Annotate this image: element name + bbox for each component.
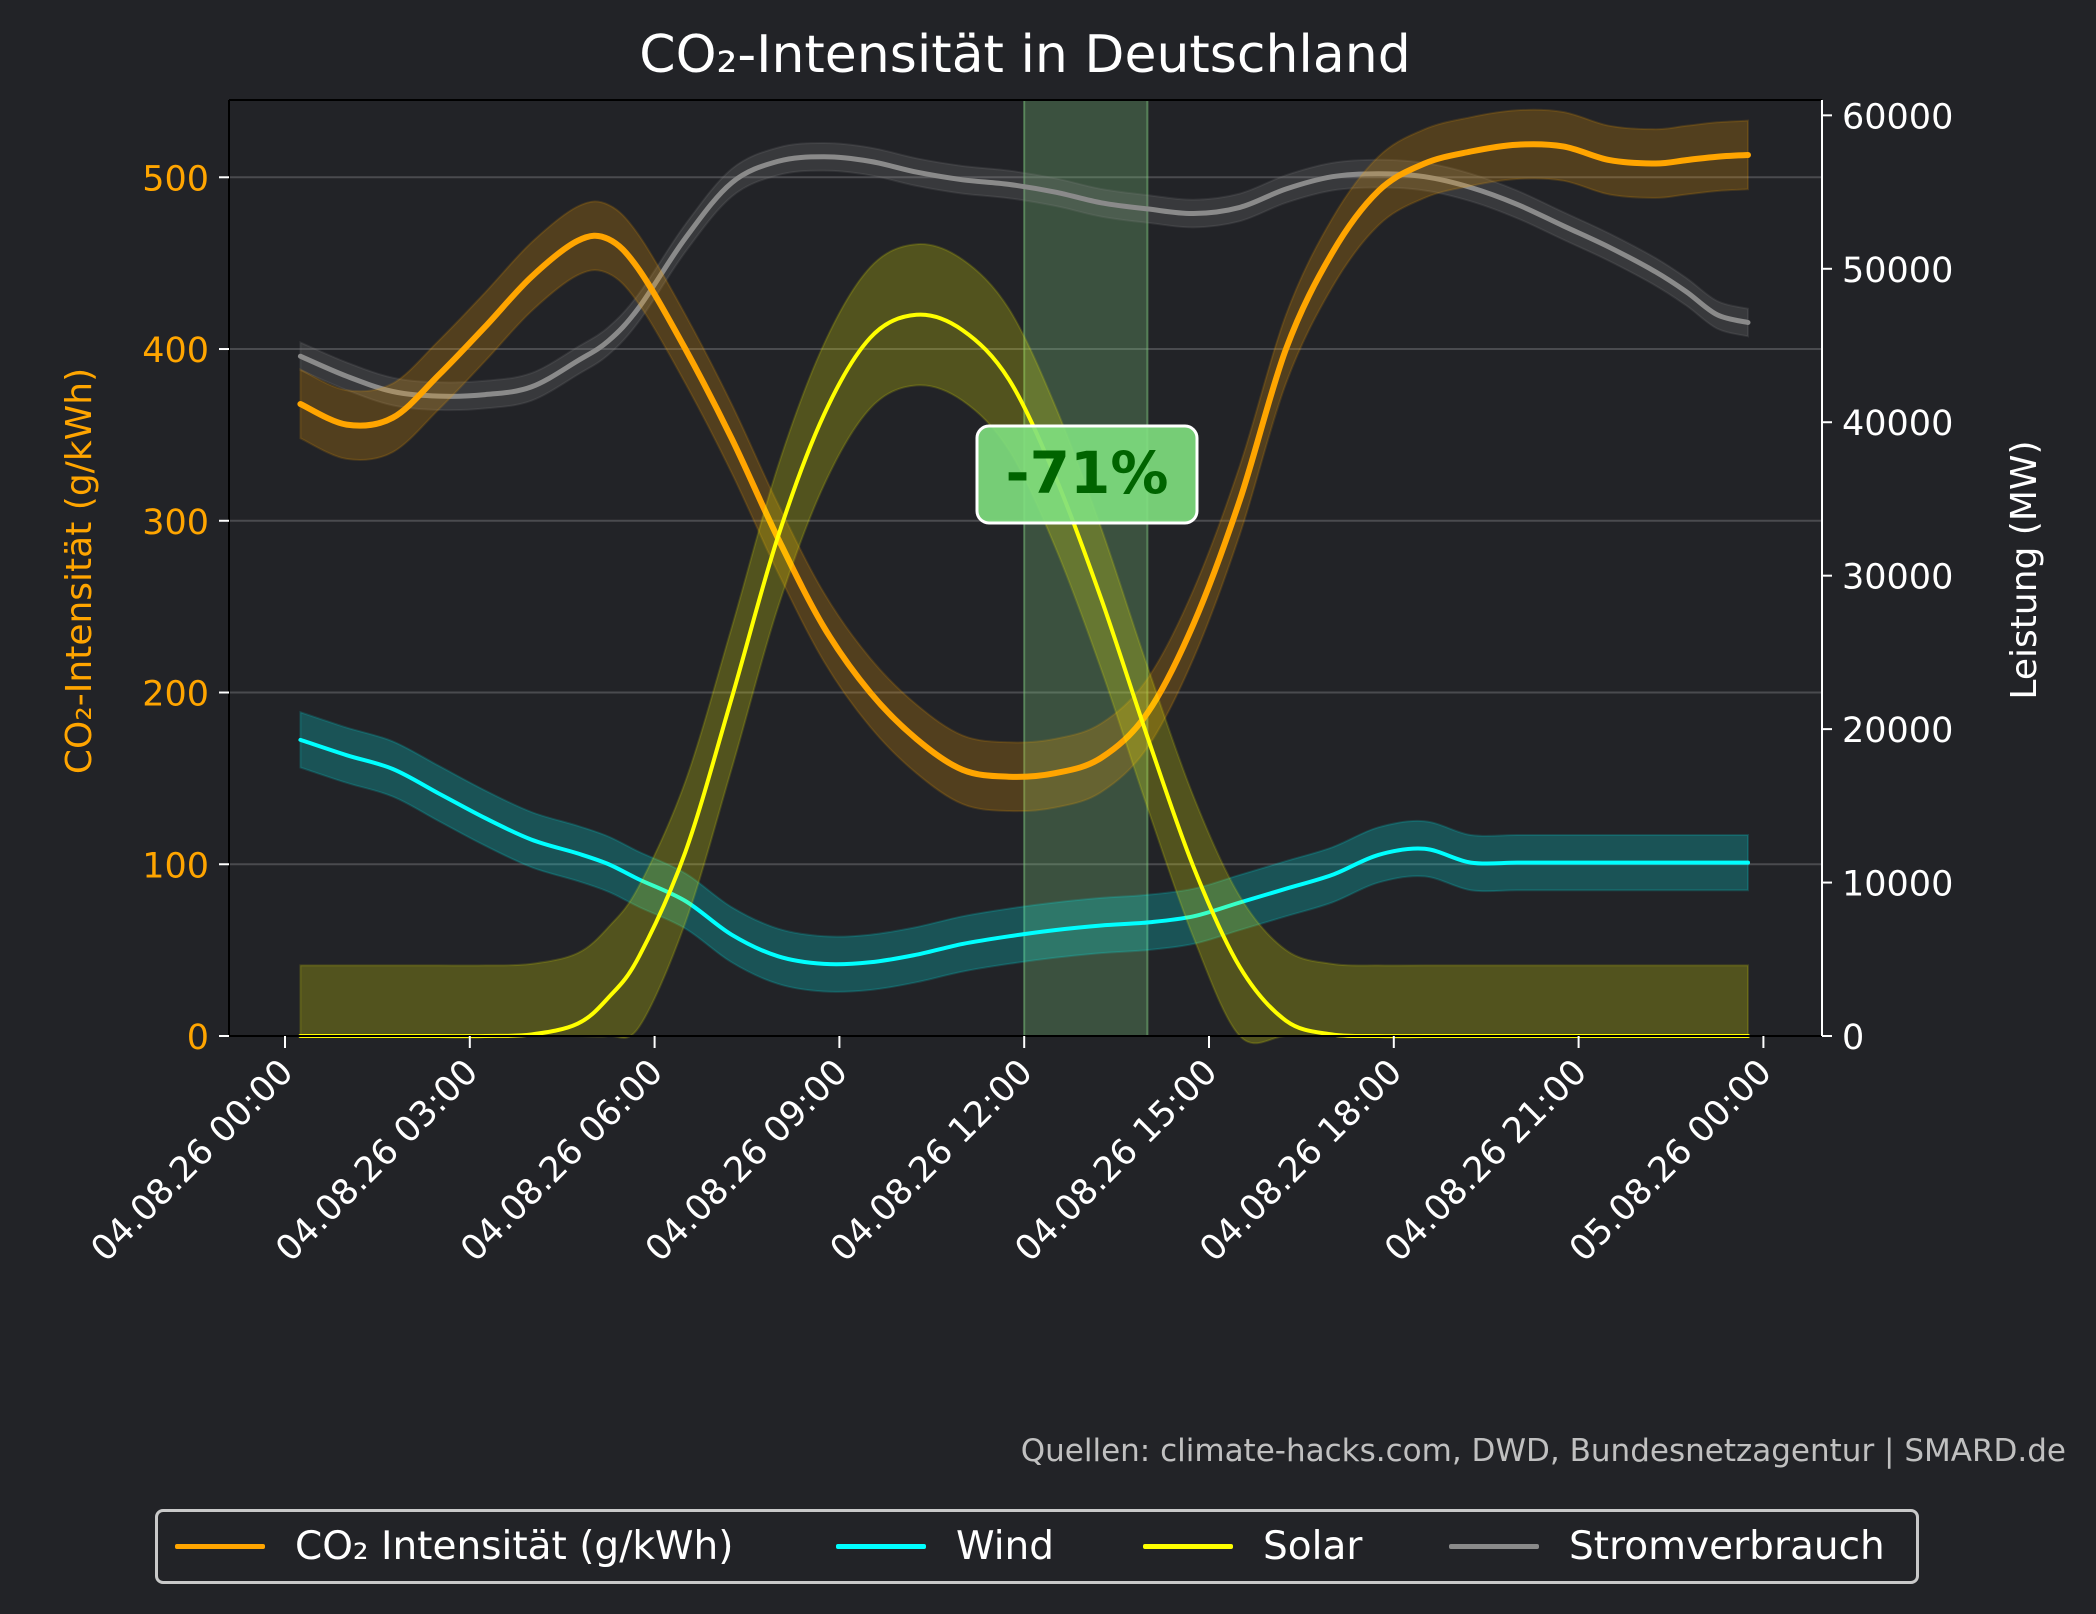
series-group [297, 108, 1751, 1045]
y-right-tick-label: 30000 [1842, 558, 1953, 598]
y-right-tick-label: 20000 [1842, 711, 1953, 751]
series-line-stromverbrauch [297, 154, 1751, 399]
legend-item-wind: Wind [836, 1512, 1054, 1581]
legend-label-solar: Solar [1263, 1524, 1363, 1569]
x-tick-label: 05.08.26 00:00 [1562, 1052, 1780, 1270]
band-co-intensit-t-g-kwh [299, 108, 1749, 813]
y-right-tick-label: 0 [1842, 1018, 1864, 1058]
x-tick-label: 04.08.26 12:00 [823, 1052, 1041, 1270]
legend-label-co2: CO₂ Intensität (g/kWh) [295, 1524, 734, 1569]
reduction-annotation: -71% [1006, 439, 1169, 507]
x-tick-label: 04.08.26 18:00 [1192, 1052, 1410, 1270]
y-right-tick-label: 50000 [1842, 251, 1953, 291]
source-text: Quellen: climate-hacks.com, DWD, Bundesn… [1021, 1433, 2066, 1469]
series-line-wind [298, 737, 1750, 967]
series-line-co-intensit-t-g-kwh [297, 141, 1751, 780]
y-left-tick-label: 0 [187, 1018, 209, 1058]
legend-swatch-solar [1143, 1544, 1233, 1549]
x-tick-label: 04.08.26 06:00 [453, 1052, 671, 1270]
y-left-tick-label: 300 [142, 503, 209, 543]
y-left-tick-label: 400 [142, 331, 209, 371]
x-tick-label: 04.08.26 09:00 [638, 1052, 856, 1270]
y-left-tick-label: 200 [142, 675, 209, 715]
legend-item-solar: Solar [1143, 1512, 1362, 1581]
chart-title: CO₂-Intensität in Deutschland [639, 25, 1410, 85]
legend-label-wind: Wind [956, 1524, 1055, 1569]
annotation-group: -71% [975, 424, 1199, 525]
x-tick-label: 04.08.26 03:00 [268, 1052, 486, 1270]
legend-item-stromverbrauch: Stromverbrauch [1449, 1512, 1885, 1581]
plot-area [229, 100, 1822, 1036]
highlight-band [1024, 100, 1148, 1036]
legend-label-stromverbrauch: Stromverbrauch [1569, 1524, 1885, 1569]
axes [228, 99, 1823, 1037]
reduction-annotation-box [975, 424, 1199, 525]
legend: CO₂ Intensität (g/kWh) Wind Solar Stromv… [155, 1509, 1919, 1584]
x-tick-label: 04.08.26 15:00 [1008, 1052, 1226, 1270]
y-right-tick-label: 10000 [1842, 865, 1953, 905]
highlight-region [1023, 100, 1149, 1036]
legend-item-co2: CO₂ Intensität (g/kWh) [175, 1512, 733, 1581]
x-tick-label: 04.08.26 00:00 [84, 1052, 302, 1270]
x-tick-label: 04.08.26 21:00 [1377, 1052, 1595, 1270]
legend-swatch-wind [836, 1544, 926, 1549]
y-axis-right-label: Leistung (MW) [2004, 440, 2045, 699]
y-axis-left-label: CO₂-Intensität (g/kWh) [59, 368, 100, 774]
y-left-tick-label: 500 [142, 159, 209, 199]
y-right-tick-label: 60000 [1842, 97, 1953, 137]
band-solar [299, 243, 1749, 1045]
y-left-tick-label: 100 [142, 846, 209, 886]
y-right-tick-label: 40000 [1842, 404, 1953, 444]
band-stromverbrauch [299, 141, 1749, 412]
legend-swatch-stromverbrauch [1449, 1544, 1539, 1549]
legend-swatch-co2 [175, 1544, 265, 1549]
grid-lines [229, 100, 1822, 1036]
